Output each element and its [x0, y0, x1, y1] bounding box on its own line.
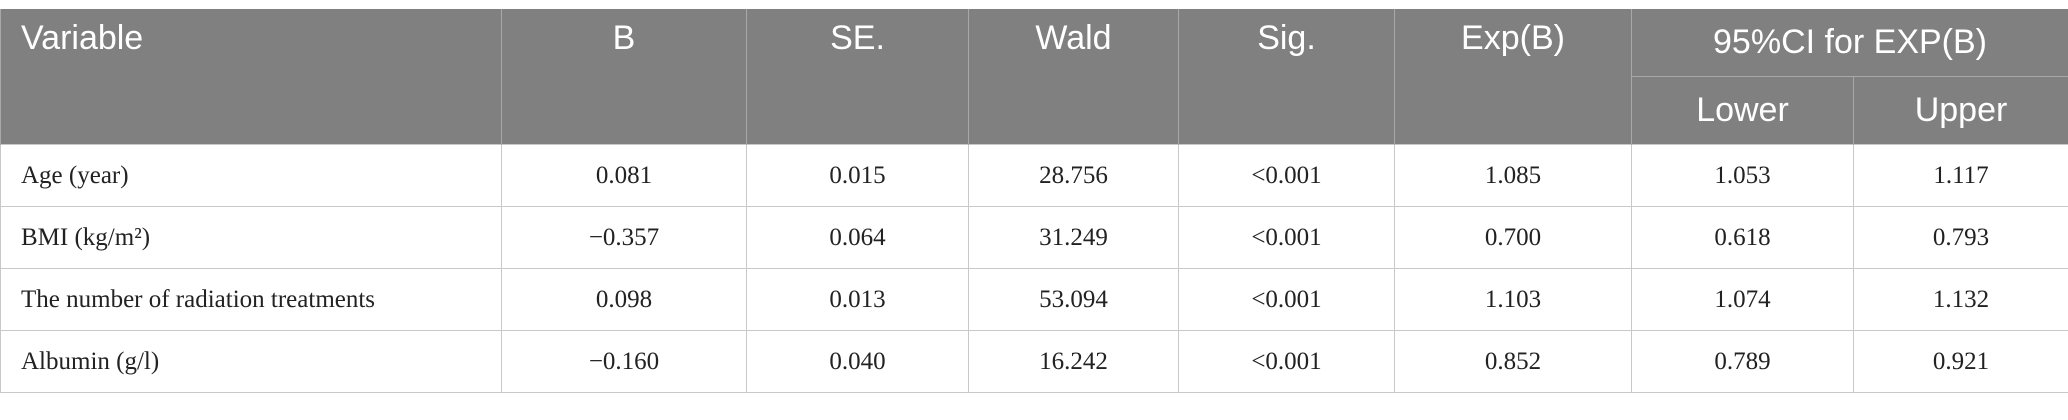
header-cell: B	[502, 9, 747, 145]
header-cell: Sig.	[1179, 9, 1395, 145]
header-cell: Variable	[1, 9, 502, 145]
value-cell: 0.852	[1395, 331, 1632, 393]
value-cell: 0.618	[1632, 207, 1854, 269]
value-cell: 31.249	[969, 207, 1179, 269]
variable-cell: BMI (kg/m²)	[1, 207, 502, 269]
value-cell: 0.789	[1632, 331, 1854, 393]
value-cell: 0.793	[1854, 207, 2068, 269]
value-cell: 28.756	[969, 145, 1179, 207]
value-cell: 0.921	[1854, 331, 2068, 393]
header-cell: Exp(B)	[1395, 9, 1632, 145]
value-cell: 0.015	[747, 145, 969, 207]
value-cell: 0.013	[747, 269, 969, 331]
value-cell: −0.160	[502, 331, 747, 393]
page: Variable B SE. Wald Sig. Exp(B) 95%CI fo…	[0, 9, 2068, 420]
value-cell: <0.001	[1179, 331, 1395, 393]
value-cell: 16.242	[969, 331, 1179, 393]
value-cell: <0.001	[1179, 269, 1395, 331]
header-cell: 95%CI for EXP(B)	[1632, 9, 2068, 77]
value-cell: 1.085	[1395, 145, 1632, 207]
subheader-cell: Upper	[1854, 77, 2068, 145]
value-cell: 1.053	[1632, 145, 1854, 207]
value-cell: 1.132	[1854, 269, 2068, 331]
value-cell: −0.357	[502, 207, 747, 269]
value-cell: 0.700	[1395, 207, 1632, 269]
value-cell: <0.001	[1179, 207, 1395, 269]
header-cell: Wald	[969, 9, 1179, 145]
variable-cell: Age (year)	[1, 145, 502, 207]
value-cell: 0.064	[747, 207, 969, 269]
regression-table: Variable B SE. Wald Sig. Exp(B) 95%CI fo…	[0, 9, 2068, 393]
value-cell: 0.081	[502, 145, 747, 207]
value-cell: 1.117	[1854, 145, 2068, 207]
variable-cell: Albumin (g/l)	[1, 331, 502, 393]
value-cell: 1.103	[1395, 269, 1632, 331]
value-cell: 0.098	[502, 269, 747, 331]
value-cell: <0.001	[1179, 145, 1395, 207]
value-cell: 1.074	[1632, 269, 1854, 331]
value-cell: 0.040	[747, 331, 969, 393]
header-cell: SE.	[747, 9, 969, 145]
variable-cell: The number of radiation treatments	[1, 269, 502, 331]
subheader-cell: Lower	[1632, 77, 1854, 145]
value-cell: 53.094	[969, 269, 1179, 331]
